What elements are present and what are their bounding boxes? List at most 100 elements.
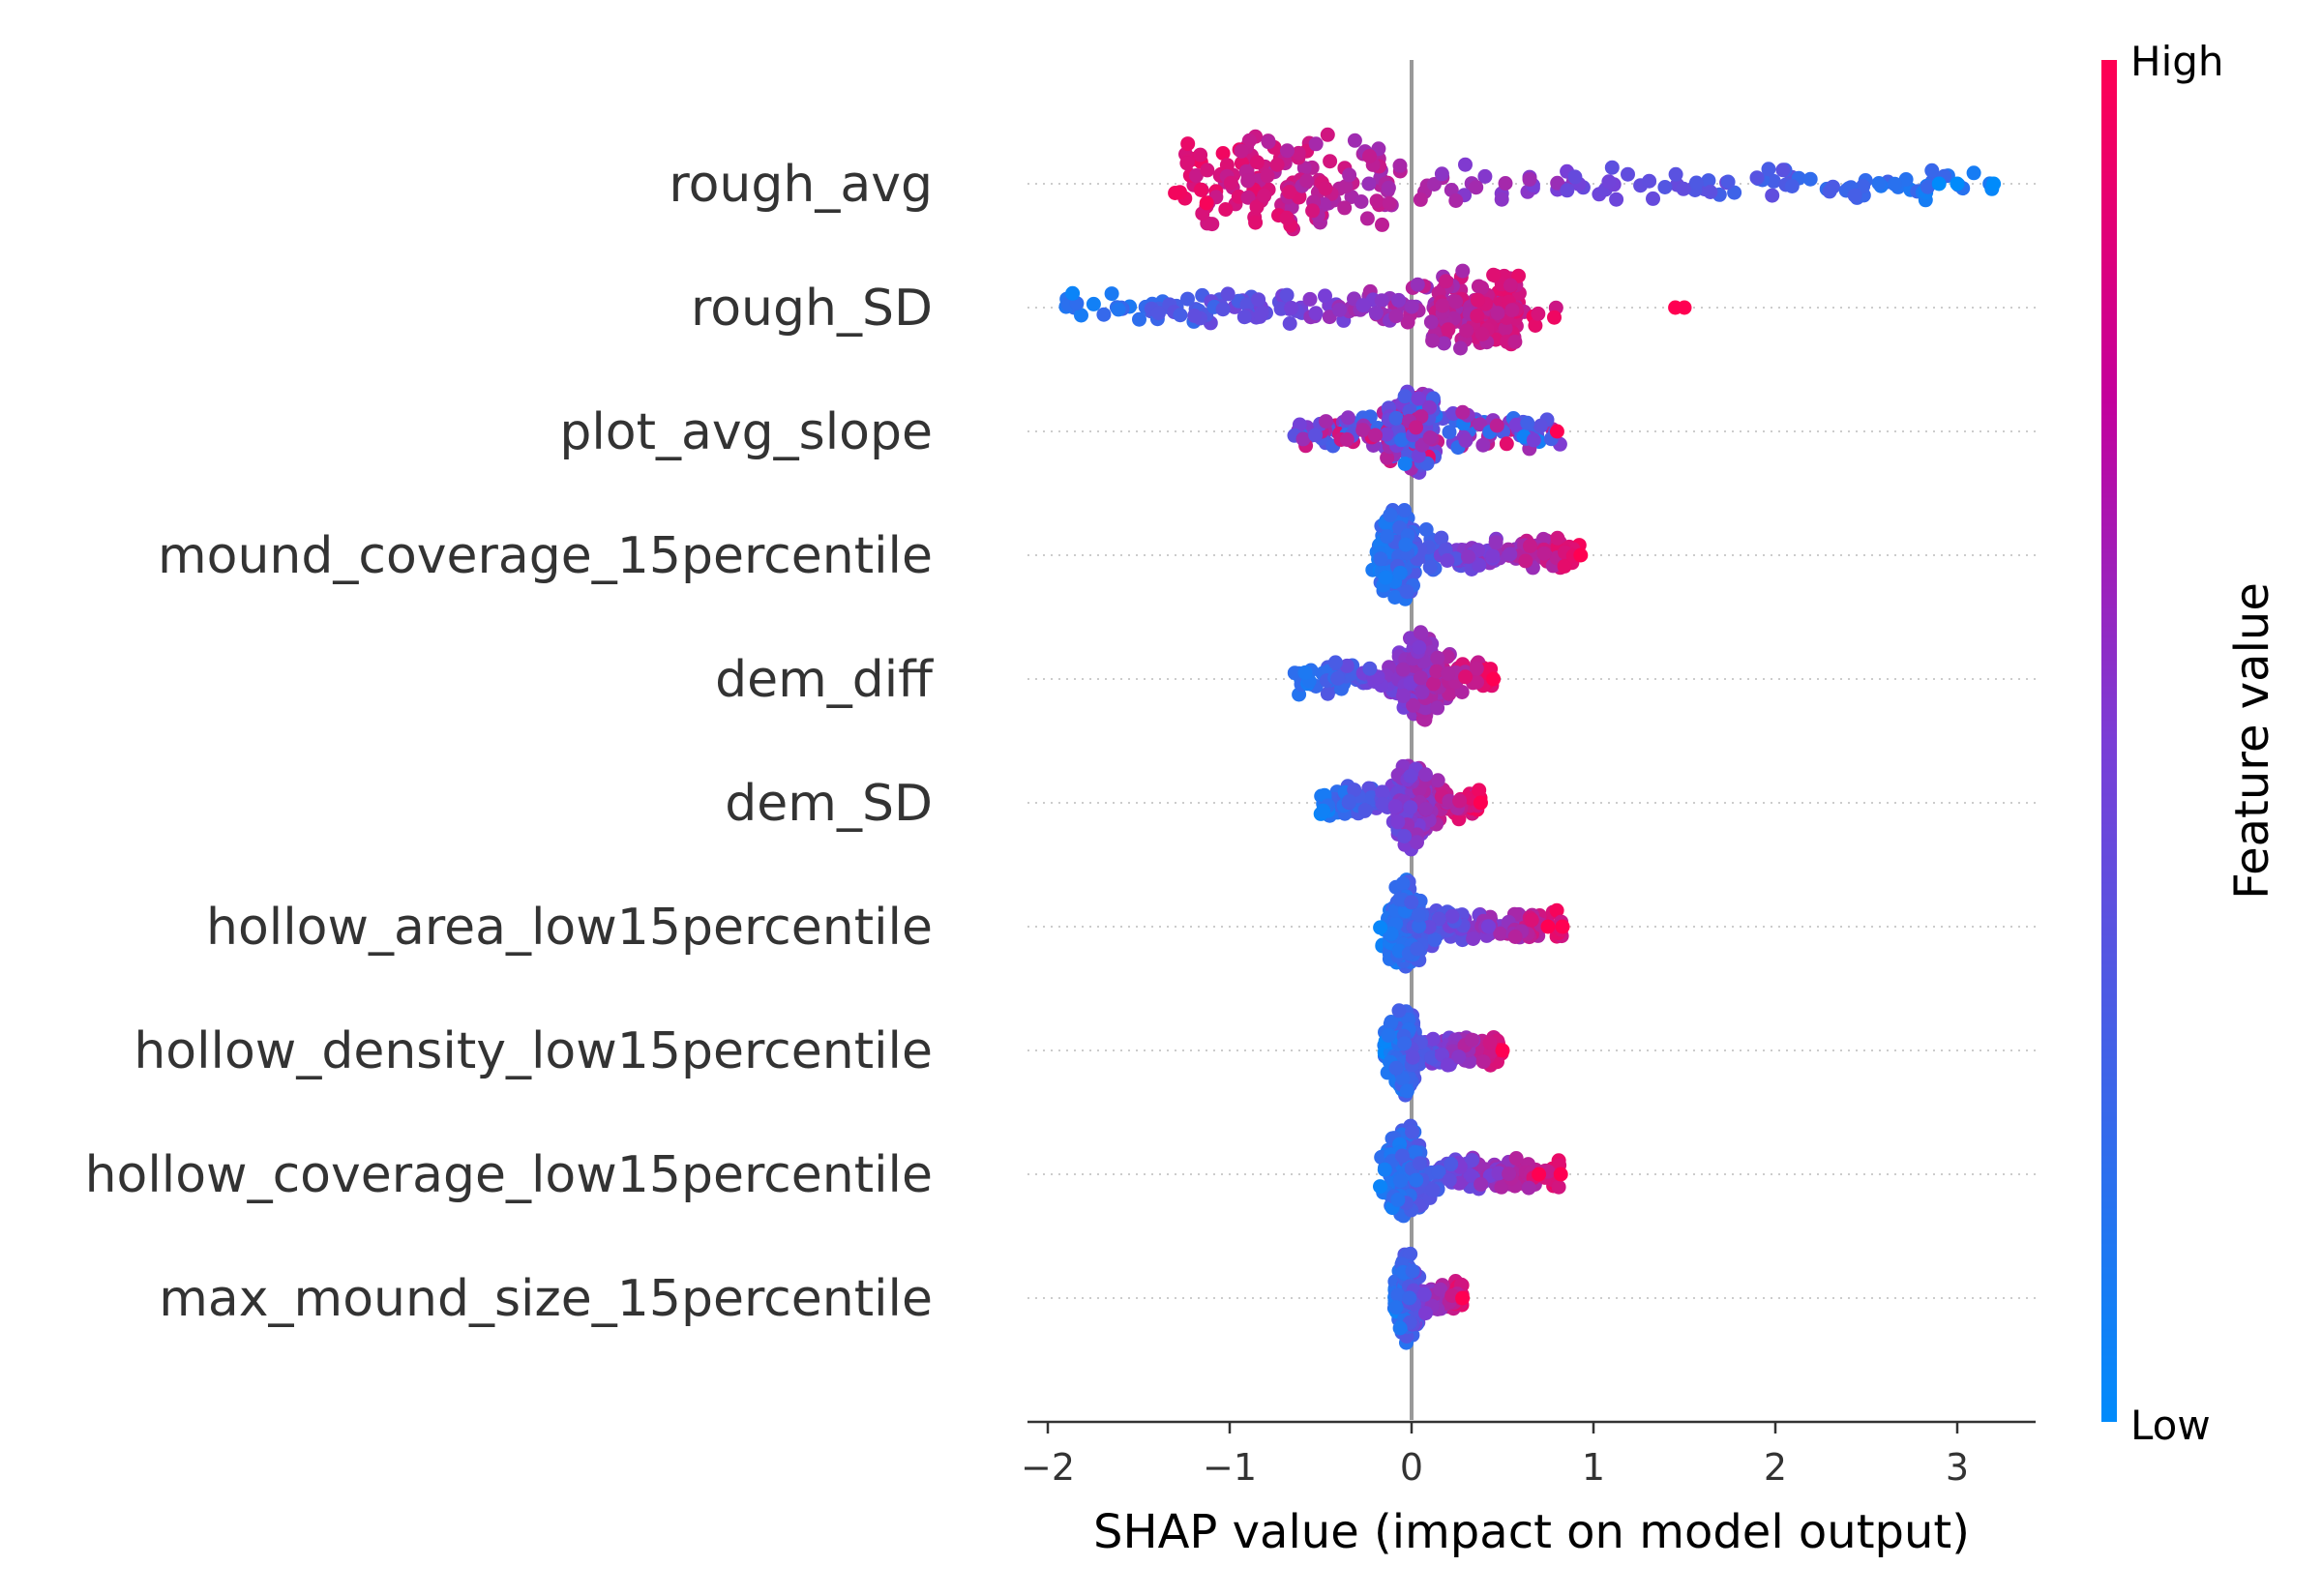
shap-point bbox=[1469, 661, 1484, 676]
shap-point bbox=[1340, 410, 1355, 426]
shap-point bbox=[1604, 160, 1620, 175]
shap-point bbox=[1469, 180, 1484, 195]
shap-point bbox=[1427, 932, 1443, 948]
shap-point bbox=[1474, 326, 1490, 341]
shap-point bbox=[1223, 175, 1238, 191]
shap-point bbox=[1410, 835, 1424, 850]
shap-point bbox=[1086, 296, 1101, 311]
shap-point bbox=[1646, 191, 1660, 206]
shap-point bbox=[1111, 302, 1126, 317]
shap-point bbox=[1397, 1036, 1413, 1051]
shap-point bbox=[1361, 176, 1377, 192]
shap-point bbox=[1528, 318, 1543, 333]
shap-point bbox=[1215, 302, 1231, 317]
shap-point bbox=[1473, 417, 1488, 432]
shap-point bbox=[1332, 302, 1347, 317]
shap-point bbox=[1269, 157, 1285, 172]
shap-point bbox=[1375, 784, 1390, 800]
x-axis-ticks: −2 −1 0 1 2 3 bbox=[1021, 1422, 1969, 1489]
shap-point bbox=[1507, 930, 1523, 944]
shap-point bbox=[1520, 415, 1535, 430]
shap-point bbox=[1431, 1165, 1446, 1180]
shap-point bbox=[1397, 457, 1413, 471]
shap-point bbox=[1354, 194, 1369, 209]
shap-point bbox=[1378, 570, 1393, 585]
shap-points bbox=[1058, 127, 2002, 1350]
feature-label-rough_SD: rough_SD bbox=[691, 280, 933, 338]
shap-point bbox=[1397, 829, 1413, 843]
shap-point bbox=[1193, 147, 1208, 163]
shap-point bbox=[1494, 192, 1509, 207]
shap-point bbox=[1442, 793, 1457, 809]
shap-point bbox=[1362, 149, 1377, 163]
shap-point bbox=[1284, 300, 1299, 315]
colorbar-title: Feature value bbox=[2225, 582, 2279, 900]
shap-point bbox=[1802, 171, 1818, 187]
shap-point bbox=[1396, 688, 1411, 703]
shap-point bbox=[1416, 1286, 1432, 1302]
shap-point bbox=[1533, 418, 1548, 433]
shap-point bbox=[1642, 173, 1657, 189]
shap-point bbox=[1292, 417, 1307, 432]
shap-point bbox=[1458, 669, 1474, 685]
shap-point bbox=[1319, 414, 1333, 429]
shap-point bbox=[1410, 277, 1425, 292]
shap-point bbox=[1966, 165, 1981, 181]
shap-point bbox=[1440, 1057, 1455, 1073]
shap-point bbox=[1425, 1031, 1441, 1047]
shap-point bbox=[1302, 291, 1318, 307]
shap-point bbox=[1822, 184, 1837, 199]
shap-point bbox=[1384, 926, 1399, 941]
shap-point bbox=[1412, 919, 1427, 934]
shap-point bbox=[1434, 530, 1449, 546]
shap-point bbox=[1240, 190, 1256, 205]
shap-point bbox=[1549, 902, 1564, 918]
shap-point bbox=[1550, 530, 1565, 546]
shap-point bbox=[1426, 676, 1441, 692]
shap-point bbox=[1490, 306, 1505, 321]
shap-point bbox=[1308, 428, 1324, 443]
shap-point bbox=[1104, 286, 1119, 302]
shap-point bbox=[1458, 432, 1474, 448]
shap-point bbox=[1847, 188, 1862, 203]
shap-point bbox=[1410, 941, 1425, 957]
shap-point bbox=[1430, 773, 1445, 788]
shap-point bbox=[1557, 558, 1572, 574]
shap-point bbox=[1308, 136, 1324, 152]
shap-point bbox=[1387, 799, 1403, 814]
shap-point bbox=[1193, 182, 1208, 197]
shap-point bbox=[1426, 177, 1442, 192]
shap-point bbox=[1234, 143, 1249, 159]
shap-point bbox=[1703, 185, 1718, 199]
shap-point bbox=[1418, 802, 1434, 816]
shap-point bbox=[1688, 175, 1704, 191]
shap-point bbox=[1219, 158, 1235, 173]
shap-point bbox=[1369, 193, 1384, 209]
shap-point bbox=[1394, 1148, 1410, 1164]
shap-point bbox=[1339, 432, 1354, 447]
shap-point bbox=[1418, 767, 1433, 783]
shap-point bbox=[1474, 281, 1490, 295]
shap-point bbox=[1451, 1049, 1467, 1065]
shap-point bbox=[1441, 322, 1456, 338]
shap-point bbox=[1355, 423, 1371, 438]
shap-point bbox=[1295, 431, 1311, 447]
shap-point bbox=[1065, 285, 1081, 301]
feature-label-hollow_area_low15percentile: hollow_area_low15percentile bbox=[206, 899, 933, 957]
shap-point bbox=[1241, 133, 1257, 148]
shap-point bbox=[1455, 932, 1471, 948]
shap-point bbox=[1491, 1166, 1506, 1181]
shap-point bbox=[1924, 163, 1940, 178]
x-tick-label: 3 bbox=[1946, 1446, 1969, 1489]
shap-point bbox=[1399, 584, 1414, 600]
shap-point bbox=[1524, 912, 1539, 928]
shap-point bbox=[1383, 507, 1398, 522]
shap-point bbox=[1257, 188, 1272, 203]
shap-point bbox=[1522, 171, 1537, 187]
shap-point bbox=[1437, 336, 1451, 351]
shap-point bbox=[1701, 173, 1716, 189]
shap-point bbox=[1404, 299, 1419, 314]
shap-point bbox=[1394, 432, 1409, 448]
shap-point bbox=[1390, 1192, 1406, 1207]
feature-label-max_mound_size_15percentile: max_mound_size_15percentile bbox=[159, 1270, 933, 1328]
